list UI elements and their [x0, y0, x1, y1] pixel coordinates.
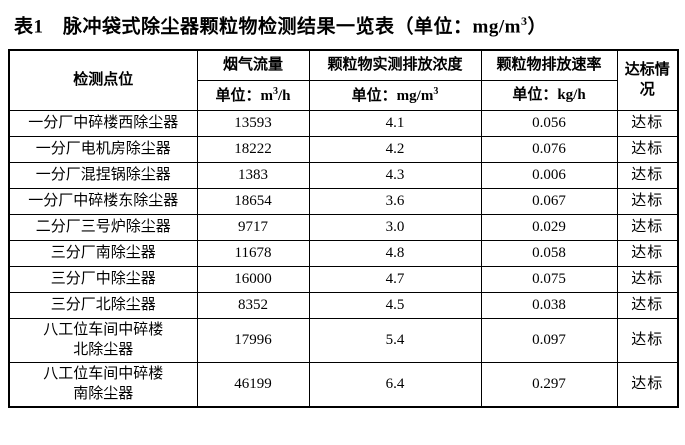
cell-detection-point: 三分厂北除尘器 — [8, 292, 198, 320]
flow-unit-superscript: 3 — [272, 85, 278, 97]
table-row: 一分厂混捏锅除尘器 1383 4.3 0.006 达标 — [8, 162, 679, 190]
cell-flue-gas-flow: 18222 — [196, 136, 310, 164]
title-text: 表1 脉冲袋式除尘器颗粒物检测结果一览表（单位：mg/m — [14, 16, 521, 38]
table-row: 一分厂中碎楼东除尘器 18654 3.6 0.067 达标 — [8, 188, 679, 216]
cell-measured-concentration: 3.0 — [308, 214, 482, 242]
cell-emission-rate: 0.297 — [480, 362, 618, 408]
cell-measured-concentration: 4.3 — [308, 162, 482, 190]
cell-compliance-status: 达标 — [616, 362, 679, 408]
cell-emission-rate: 0.038 — [480, 292, 618, 320]
cell-measured-concentration: 4.7 — [308, 266, 482, 294]
flow-unit-text: 单位：m — [215, 87, 273, 104]
document-page: 表1 脉冲袋式除尘器颗粒物检测结果一览表（单位：mg/m3） 检测点位 烟气流量… — [8, 14, 685, 409]
header-conc-unit: 单位：mg/m3 — [308, 80, 482, 112]
cell-measured-concentration: 4.1 — [308, 110, 482, 138]
title-superscript: 3 — [520, 14, 528, 28]
header-point: 检测点位 — [8, 49, 198, 112]
document-title: 表1 脉冲袋式除尘器颗粒物检测结果一览表（单位：mg/m3） — [14, 14, 685, 40]
cell-detection-point: 八工位车间中碎楼 南除尘器 — [8, 362, 198, 408]
cell-detection-point: 八工位车间中碎楼 北除尘器 — [8, 318, 198, 364]
cell-emission-rate: 0.056 — [480, 110, 618, 138]
cell-measured-concentration: 4.2 — [308, 136, 482, 164]
header-flow-title: 烟气流量 — [196, 49, 310, 82]
cell-detection-point: 三分厂南除尘器 — [8, 240, 198, 268]
table-row: 一分厂中碎楼西除尘器 13593 4.1 0.056 达标 — [8, 110, 679, 138]
table-row: 三分厂北除尘器 8352 4.5 0.038 达标 — [8, 292, 679, 320]
cell-flue-gas-flow: 18654 — [196, 188, 310, 216]
conc-unit-text: 单位：mg/m — [351, 87, 434, 104]
cell-emission-rate: 0.076 — [480, 136, 618, 164]
table-row: 三分厂南除尘器 11678 4.8 0.058 达标 — [8, 240, 679, 268]
cell-flue-gas-flow: 17996 — [196, 318, 310, 364]
cell-compliance-status: 达标 — [616, 162, 679, 190]
cell-flue-gas-flow: 9717 — [196, 214, 310, 242]
header-row-top: 检测点位 烟气流量 颗粒物实测排放浓度 颗粒物排放速率 达标情况 — [8, 49, 679, 112]
cell-compliance-status: 达标 — [616, 110, 679, 138]
cell-compliance-status: 达标 — [616, 214, 679, 242]
table-row: 三分厂中除尘器 16000 4.7 0.075 达标 — [8, 266, 679, 294]
cell-flue-gas-flow: 46199 — [196, 362, 310, 408]
cell-compliance-status: 达标 — [616, 240, 679, 268]
cell-flue-gas-flow: 8352 — [196, 292, 310, 320]
cell-detection-point: 二分厂三号炉除尘器 — [8, 214, 198, 242]
table-header: 检测点位 烟气流量 颗粒物实测排放浓度 颗粒物排放速率 达标情况 单位：m3/h… — [8, 49, 679, 112]
results-body: 一分厂中碎楼西除尘器 13593 4.1 0.056 达标 一分厂电机房除尘器 18222 4… — [8, 110, 679, 408]
cell-compliance-status: 达标 — [616, 266, 679, 294]
cell-flue-gas-flow: 13593 — [196, 110, 310, 138]
header-rate-unit: 单位：kg/h — [480, 80, 618, 112]
cell-measured-concentration: 4.5 — [308, 292, 482, 320]
cell-emission-rate: 0.058 — [480, 240, 618, 268]
header-status: 达标情况 — [616, 49, 679, 112]
header-row-units: 单位：m3/h 单位：mg/m3 单位：kg/h — [9, 80, 678, 112]
header-rate-title: 颗粒物排放速率 — [480, 49, 618, 82]
table-row: 一分厂电机房除尘器 18222 4.2 0.076 达标 — [8, 136, 679, 164]
cell-emission-rate: 0.097 — [480, 318, 618, 364]
cell-detection-point: 一分厂混捏锅除尘器 — [8, 162, 198, 190]
cell-flue-gas-flow: 16000 — [196, 266, 310, 294]
cell-detection-point: 三分厂中除尘器 — [8, 266, 198, 294]
cell-compliance-status: 达标 — [616, 292, 679, 320]
title-close-paren: ） — [527, 16, 547, 38]
cell-emission-rate: 0.006 — [480, 162, 618, 190]
flow-unit-suffix: /h — [277, 87, 291, 104]
cell-measured-concentration: 5.4 — [308, 318, 482, 364]
cell-flue-gas-flow: 11678 — [196, 240, 310, 268]
header-conc-title: 颗粒物实测排放浓度 — [308, 49, 482, 82]
header-flow-unit: 单位：m3/h — [196, 80, 310, 112]
cell-emission-rate: 0.075 — [480, 266, 618, 294]
results-table: 检测点位 烟气流量 颗粒物实测排放浓度 颗粒物排放速率 达标情况 单位：m3/h… — [8, 49, 679, 409]
cell-measured-concentration: 6.4 — [308, 362, 482, 408]
cell-detection-point: 一分厂中碎楼东除尘器 — [8, 188, 198, 216]
cell-emission-rate: 0.067 — [480, 188, 618, 216]
cell-detection-point: 一分厂中碎楼西除尘器 — [8, 110, 198, 138]
cell-compliance-status: 达标 — [616, 188, 679, 216]
cell-flue-gas-flow: 1383 — [196, 162, 310, 190]
cell-compliance-status: 达标 — [616, 318, 679, 364]
table-row: 八工位车间中碎楼 南除尘器 46199 6.4 0.297 达标 — [8, 362, 679, 408]
cell-measured-concentration: 4.8 — [308, 240, 482, 268]
cell-measured-concentration: 3.6 — [308, 188, 482, 216]
conc-unit-superscript: 3 — [433, 85, 439, 97]
cell-emission-rate: 0.029 — [480, 214, 618, 242]
table-row: 二分厂三号炉除尘器 9717 3.0 0.029 达标 — [8, 214, 679, 242]
cell-detection-point: 一分厂电机房除尘器 — [8, 136, 198, 164]
table-row: 八工位车间中碎楼 北除尘器 17996 5.4 0.097 达标 — [8, 318, 679, 364]
cell-compliance-status: 达标 — [616, 136, 679, 164]
